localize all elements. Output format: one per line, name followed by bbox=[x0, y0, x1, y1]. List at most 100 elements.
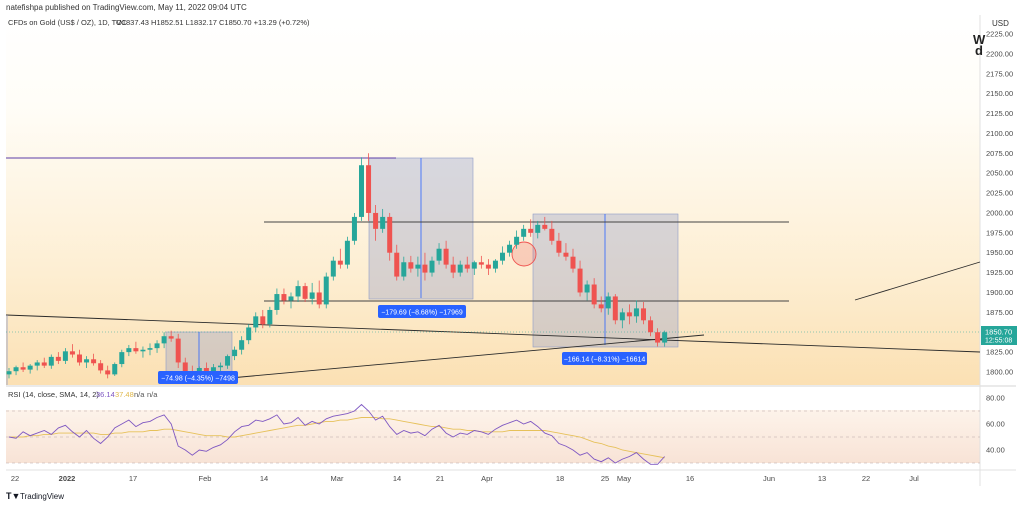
trend-line-right[interactable] bbox=[854, 261, 981, 301]
candle bbox=[218, 362, 223, 372]
candle bbox=[457, 260, 463, 277]
rsi-title: RSI (14, close, SMA, 14, 2) bbox=[8, 390, 99, 399]
candle bbox=[48, 354, 54, 369]
rsi-sma-line bbox=[9, 417, 665, 459]
x-tick-label: 16 bbox=[686, 474, 694, 483]
candle bbox=[330, 256, 336, 281]
tv-logo-icon: T▼ bbox=[6, 491, 20, 501]
rsi-lines: 80.00 60.00 40.00 bbox=[6, 394, 1005, 465]
candle bbox=[401, 256, 407, 281]
measure-label-1-text: −74.98 (−4.35%) −7498 bbox=[161, 376, 235, 383]
currency-label: USD bbox=[992, 19, 1009, 28]
rsi-na-2: n/a bbox=[147, 390, 158, 399]
candle bbox=[380, 208, 386, 233]
candle bbox=[6, 368, 12, 379]
candle bbox=[633, 300, 639, 323]
published-text: natefishpa published on TradingView.com,… bbox=[6, 3, 247, 12]
candle bbox=[84, 356, 90, 369]
y-tick-label: 2200.00 bbox=[986, 49, 1013, 58]
measure-box-3[interactable] bbox=[532, 213, 679, 348]
x-tick-label: 14 bbox=[393, 474, 401, 483]
candle bbox=[69, 344, 75, 358]
candle bbox=[267, 306, 273, 328]
candle bbox=[500, 246, 505, 265]
y-tick-label: 2050.00 bbox=[986, 169, 1013, 178]
candle bbox=[598, 296, 604, 313]
y-tick-label: 2100.00 bbox=[986, 129, 1013, 138]
candle bbox=[662, 330, 668, 347]
candle bbox=[422, 252, 428, 281]
measure-label-3: −166.14 (−8.31%) −16614 bbox=[562, 352, 647, 365]
highlight-ellipse[interactable] bbox=[511, 241, 537, 267]
y-tick-label: 1900.00 bbox=[986, 288, 1013, 297]
candle bbox=[323, 272, 329, 309]
candle bbox=[408, 255, 414, 273]
y-tick-label: 2025.00 bbox=[986, 189, 1013, 198]
candle bbox=[394, 244, 400, 281]
measure-label-1: −74.98 (−4.35%) −7498 bbox=[158, 371, 238, 384]
candle bbox=[119, 349, 125, 368]
candle bbox=[648, 316, 654, 337]
candle bbox=[464, 256, 470, 273]
candle bbox=[62, 348, 68, 365]
x-tick-label: Mar bbox=[331, 474, 344, 483]
price-pane bbox=[6, 15, 980, 385]
candle bbox=[147, 343, 153, 356]
rsi-na-1: n/a bbox=[134, 390, 145, 399]
y-tick-label: 2125.00 bbox=[986, 109, 1013, 118]
candle bbox=[556, 232, 562, 257]
candle bbox=[471, 260, 477, 275]
current-price-value: 1850.70 bbox=[985, 328, 1012, 337]
candle bbox=[175, 333, 181, 369]
candle bbox=[570, 248, 576, 273]
ohlc-values: O1837.43 H1852.51 L1832.17 C1850.70 +13.… bbox=[116, 18, 310, 27]
candle bbox=[429, 256, 435, 277]
candle bbox=[302, 282, 308, 303]
partial-text-1: W bbox=[973, 32, 986, 47]
candle bbox=[253, 312, 259, 333]
candle bbox=[507, 240, 513, 257]
candle bbox=[91, 353, 97, 366]
candle bbox=[436, 243, 442, 265]
candle bbox=[168, 330, 174, 342]
y-tick-label: 1875.00 bbox=[986, 308, 1013, 317]
rsi-line bbox=[8, 403, 665, 465]
y-tick-label: 1800.00 bbox=[986, 368, 1013, 377]
x-tick-label: 22 bbox=[11, 474, 19, 483]
x-tick-label: Apr bbox=[481, 474, 493, 483]
candle bbox=[351, 212, 357, 245]
x-tick-label: 13 bbox=[818, 474, 826, 483]
candle bbox=[443, 240, 449, 269]
candle bbox=[359, 157, 364, 221]
candle bbox=[154, 340, 160, 353]
candle bbox=[246, 324, 252, 345]
candle bbox=[641, 302, 646, 325]
candle bbox=[626, 304, 632, 325]
x-tick-label: Jul bbox=[909, 474, 919, 483]
x-tick-label: 22 bbox=[862, 474, 870, 483]
trend-line-descending[interactable] bbox=[5, 314, 981, 353]
x-tick-label: 21 bbox=[436, 474, 444, 483]
current-price-label: 1850.70 12:55:08 bbox=[981, 326, 1017, 345]
y-tick-label: 2175.00 bbox=[986, 69, 1013, 78]
current-price-timer: 12:55:08 bbox=[985, 338, 1012, 345]
y-tick-label: 2000.00 bbox=[986, 208, 1013, 217]
tradingview-logo[interactable]: T▼ TradingView bbox=[6, 491, 64, 501]
candle bbox=[514, 230, 520, 249]
candle bbox=[27, 364, 33, 374]
candle bbox=[366, 153, 372, 221]
candle bbox=[492, 259, 498, 273]
y-tick-label: 1950.00 bbox=[986, 248, 1013, 257]
candle bbox=[225, 354, 231, 369]
time-axis[interactable]: 22 2022 17 Feb 14 Mar 14 21 Apr 18 25 May 16 Jun 13 22 J… bbox=[11, 474, 919, 483]
candle bbox=[20, 362, 26, 372]
price-axis[interactable]: 1800.001825.001850.001875.001900.001925.… bbox=[986, 30, 1013, 377]
candle bbox=[260, 309, 266, 329]
trend-line-ascending[interactable] bbox=[196, 334, 705, 382]
candle bbox=[34, 360, 40, 371]
candle bbox=[584, 280, 590, 301]
candle bbox=[373, 204, 379, 241]
rsi-tick-label: 60.00 bbox=[986, 420, 1005, 429]
rsi-band bbox=[6, 410, 980, 463]
